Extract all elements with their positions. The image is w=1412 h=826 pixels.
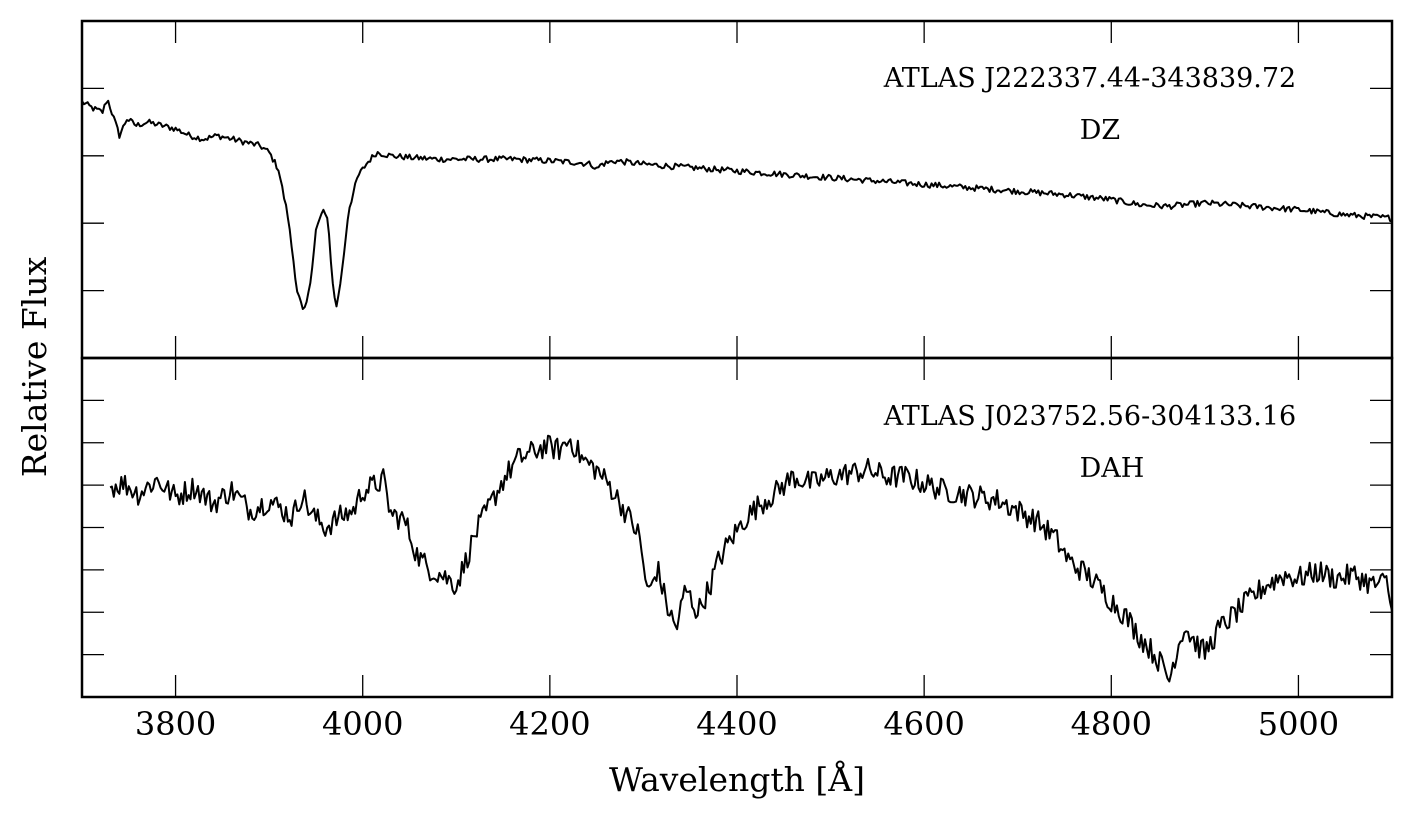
bottom-panel-object-name: ATLAS J023752.56-304133.16 (883, 401, 1297, 432)
bottom-panel-class-label: DAH (1080, 453, 1145, 484)
y-axis-label: Relative Flux (15, 256, 54, 477)
x-tick-label: 4200 (509, 705, 590, 743)
x-tick-label: 4800 (1071, 705, 1152, 743)
x-tick-labels: 3800 4000 4200 4400 4600 4800 5000 (135, 705, 1339, 743)
spectrum-line-dz (81, 99, 1393, 310)
top-panel-object-name: ATLAS J222337.44-343839.72 (883, 63, 1297, 94)
x-tick-label: 4000 (322, 705, 403, 743)
x-tick-label: 5000 (1258, 705, 1339, 743)
bottom-panel-frame (80, 356, 1394, 699)
x-tick-label: 4400 (696, 705, 777, 743)
x-tick-label: 4600 (883, 705, 964, 743)
spectrum-line-dah (109, 434, 1393, 683)
tick-marks (82, 21, 1392, 697)
x-tick-label: 3800 (135, 705, 216, 743)
x-axis-label: Wavelength [Å] (609, 759, 865, 799)
top-panel-class-label: DZ (1080, 115, 1120, 146)
